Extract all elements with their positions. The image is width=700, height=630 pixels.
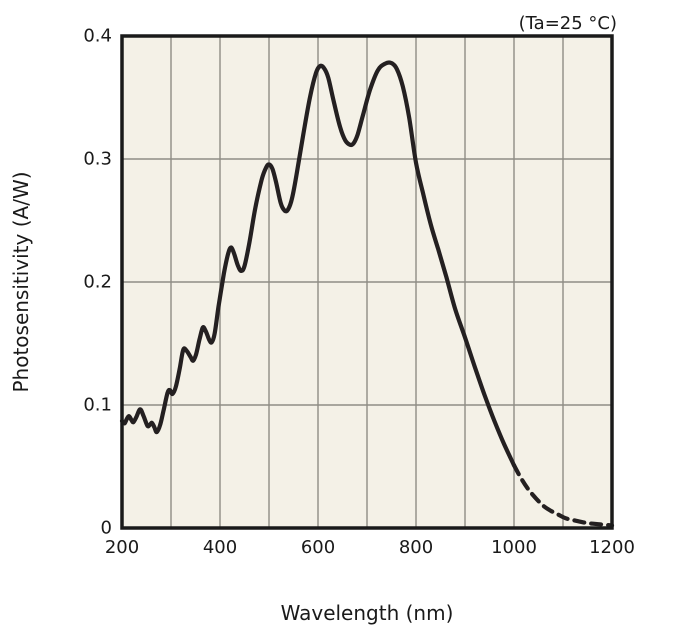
y-tick-label: 0.4: [83, 26, 112, 47]
photosensitivity-curve: [119, 60, 517, 468]
x-tick-label: 400: [203, 537, 237, 558]
y-tick-label: 0.3: [83, 149, 112, 170]
x-tick-labels: 200 400 600 800 1000 1200: [105, 537, 635, 558]
x-tick-label: 800: [399, 537, 433, 558]
x-tick-label: 600: [301, 537, 335, 558]
y-tick-label: 0: [101, 518, 112, 539]
plot-border: [120, 34, 614, 530]
x-tick-label: 1000: [491, 537, 537, 558]
x-tick-label: 200: [105, 537, 139, 558]
gridlines: [122, 36, 612, 528]
x-tick-label: 1200: [589, 537, 635, 558]
x-axis-title: Wavelength (nm): [281, 601, 454, 625]
y-axis-title: Photosensitivity (A/W): [9, 171, 33, 392]
y-tick-label: 0.1: [83, 395, 112, 416]
y-tick-labels: 0 0.1 0.2 0.3 0.4: [83, 26, 112, 539]
y-tick-label: 0.2: [83, 272, 112, 293]
data-series: [119, 60, 615, 528]
temperature-annotation: (Ta=25 °C): [519, 13, 617, 34]
photosensitivity-extrapolated-curve: [511, 463, 615, 528]
